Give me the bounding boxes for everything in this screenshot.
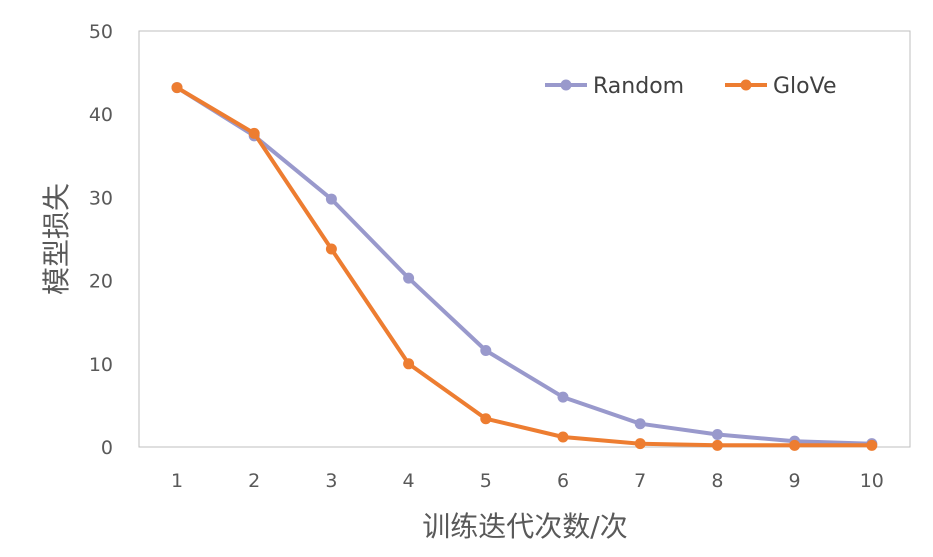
legend-marker-glove	[740, 79, 752, 91]
data-point-random	[325, 193, 337, 205]
series-layer	[171, 82, 878, 451]
data-point-glove	[403, 358, 415, 370]
plot-area-frame	[138, 30, 911, 448]
y-tick-label: 30	[89, 187, 113, 209]
x-tick-label: 7	[634, 470, 646, 492]
data-point-glove	[557, 431, 569, 443]
legend-label-random: Random	[593, 74, 684, 99]
legend-item-glove: GloVe	[725, 74, 837, 99]
series-random	[171, 82, 878, 450]
x-tick-label: 10	[860, 470, 884, 492]
data-point-glove	[480, 413, 492, 425]
y-tick-label: 10	[89, 354, 113, 376]
series-line-glove	[175, 85, 874, 448]
y-tick-label: 0	[101, 437, 113, 459]
y-tick-label: 20	[89, 271, 113, 293]
data-point-random	[403, 272, 415, 284]
x-axis-title: 训练迭代次数/次	[422, 510, 627, 543]
data-point-glove	[634, 438, 646, 450]
x-axis-ticks: 1 2 3 4 5 6 7 8 9 10	[171, 470, 884, 492]
legend: Random GloVe	[545, 74, 837, 99]
x-tick-label: 6	[557, 470, 569, 492]
x-tick-label: 9	[789, 470, 801, 492]
series-glove	[171, 82, 878, 451]
series-line-random	[175, 85, 874, 446]
x-tick-label: 1	[171, 470, 183, 492]
data-point-glove	[248, 127, 260, 139]
legend-item-random: Random	[545, 74, 684, 99]
x-tick-label: 8	[711, 470, 723, 492]
legend-marker-random	[560, 79, 572, 91]
y-axis-title: 模型损失	[40, 183, 73, 295]
y-tick-label: 40	[89, 104, 113, 126]
data-point-random	[634, 418, 646, 430]
y-tick-label: 50	[89, 21, 113, 43]
data-point-glove	[866, 439, 878, 451]
data-point-random	[557, 391, 569, 403]
y-axis-ticks: 0 10 20 30 40 50	[89, 21, 113, 459]
data-point-glove	[171, 82, 183, 94]
x-tick-label: 4	[403, 470, 415, 492]
data-point-glove	[711, 439, 723, 451]
data-point-random	[711, 429, 723, 441]
x-tick-label: 5	[480, 470, 492, 492]
x-tick-label: 3	[325, 470, 337, 492]
data-point-glove	[325, 243, 337, 255]
x-tick-label: 2	[248, 470, 260, 492]
data-point-glove	[789, 439, 801, 451]
data-point-random	[480, 344, 492, 356]
legend-label-glove: GloVe	[773, 74, 837, 99]
